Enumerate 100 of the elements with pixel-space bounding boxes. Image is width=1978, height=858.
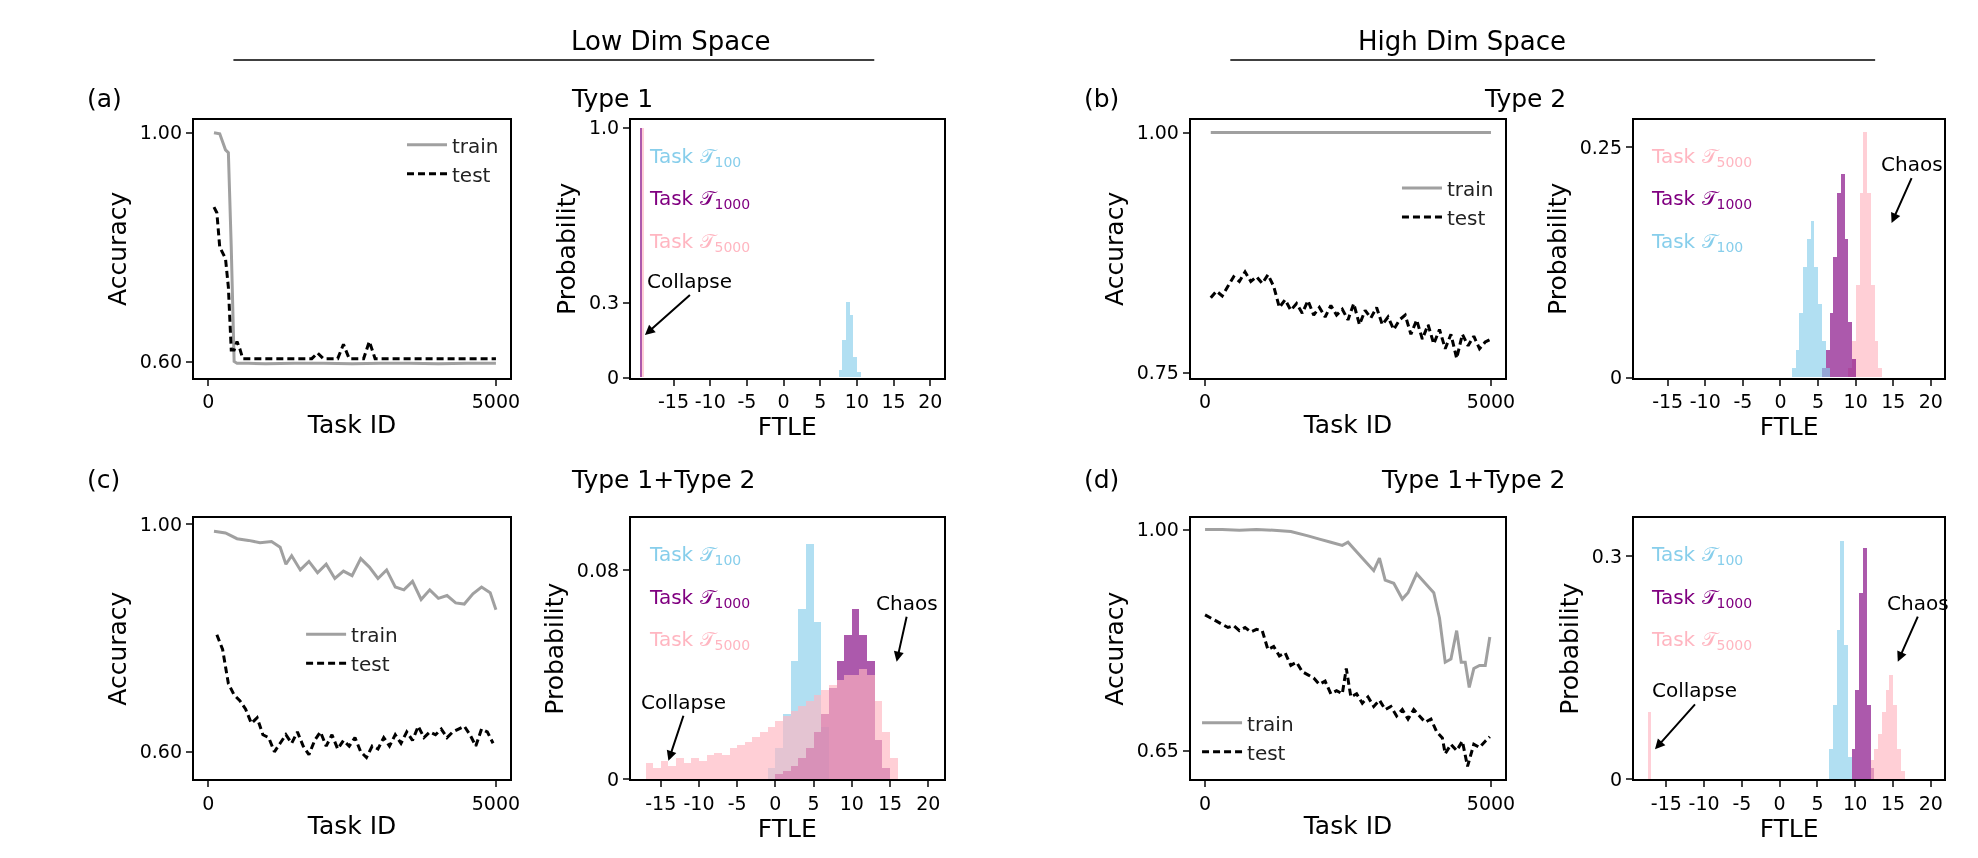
x-tick-label: 0 bbox=[1773, 791, 1786, 814]
x-tick-label: 10 bbox=[844, 390, 870, 413]
text: Task 𝒯$_{1000}$ bbox=[1651, 585, 1753, 612]
y-axis-title: Accuracy bbox=[102, 591, 132, 706]
annotation: Chaos bbox=[876, 591, 938, 615]
text: (d) bbox=[1084, 465, 1120, 494]
x-tick-label: 0 bbox=[1199, 390, 1212, 413]
y-axis-title: Accuracy bbox=[1099, 591, 1129, 706]
x-tick-label: -10 bbox=[694, 390, 726, 413]
text: Task 𝒯$_{100}$ bbox=[649, 144, 742, 171]
x-tick-label: -10 bbox=[683, 791, 715, 814]
text: Task 𝒯$_{1000}$ bbox=[649, 585, 751, 612]
legend-label: train bbox=[1446, 176, 1494, 201]
x-tick-label: 20 bbox=[918, 390, 943, 413]
x-tick-label: 0 bbox=[769, 791, 782, 814]
x-axis-title: FTLE bbox=[1759, 813, 1819, 843]
annotation: Collapse bbox=[641, 690, 726, 714]
x-tick-label: 5 bbox=[1812, 390, 1825, 413]
line-series bbox=[1203, 528, 1492, 689]
y-tick-label: 0.75 bbox=[1136, 361, 1179, 384]
line-series bbox=[212, 529, 498, 612]
y-tick-label: 0.60 bbox=[139, 740, 183, 763]
line-series bbox=[1203, 613, 1492, 768]
y-axis-title: Accuracy bbox=[1099, 191, 1129, 306]
y-tick-label: 0 bbox=[607, 767, 620, 790]
x-tick-label: 0 bbox=[777, 390, 790, 413]
text: Task 𝒯$_{1000}$ bbox=[1651, 186, 1753, 213]
legend-label: test bbox=[351, 651, 390, 676]
x-tick-label: 5 bbox=[1811, 791, 1824, 814]
text: Task 𝒯$_{100}$ bbox=[649, 542, 742, 569]
x-axis-title: Task ID bbox=[1302, 811, 1393, 841]
y-axis-title: Probability bbox=[1542, 182, 1572, 315]
x-tick-label: 5000 bbox=[1466, 390, 1516, 413]
y-tick-label: 0 bbox=[1609, 366, 1623, 389]
y-axis-title: Probability bbox=[540, 582, 570, 715]
x-tick-label: -15 bbox=[1650, 791, 1682, 814]
x-axis-title: Task ID bbox=[306, 811, 397, 841]
x-tick-label: 20 bbox=[916, 791, 941, 814]
x-tick-label: 0 bbox=[1199, 791, 1212, 814]
x-tick-label: 15 bbox=[881, 390, 906, 413]
legend-label: test bbox=[1446, 205, 1486, 230]
text: (a) bbox=[87, 84, 122, 113]
line-series bbox=[212, 131, 498, 366]
y-tick-label: 1.00 bbox=[139, 121, 183, 144]
x-tick-label: -15 bbox=[645, 791, 677, 814]
x-tick-label: 15 bbox=[1880, 791, 1906, 814]
x-tick-label: -15 bbox=[1652, 390, 1684, 413]
y-tick-label: 0.60 bbox=[139, 350, 183, 373]
text: Type 1+Type 2 bbox=[571, 465, 756, 494]
annotation: Collapse bbox=[1652, 678, 1737, 702]
x-tick-label: 20 bbox=[1918, 390, 1943, 413]
y-tick-label: 0.25 bbox=[1579, 135, 1623, 158]
y-axis-title: Accuracy bbox=[102, 191, 132, 306]
text: (c) bbox=[87, 465, 121, 494]
x-axis-title: FTLE bbox=[757, 813, 817, 843]
x-tick-label: 5000 bbox=[1466, 791, 1516, 814]
x-tick-label: -5 bbox=[1733, 390, 1753, 413]
x-tick-label: 0 bbox=[1774, 390, 1787, 413]
legend-label: train bbox=[351, 622, 398, 647]
x-tick-label: 10 bbox=[1843, 390, 1868, 413]
line-series bbox=[212, 205, 498, 361]
x-tick-label: 20 bbox=[1918, 791, 1943, 814]
y-tick-label: 0.3 bbox=[588, 291, 620, 314]
y-tick-label: 0 bbox=[607, 366, 620, 389]
x-axis-title: Task ID bbox=[306, 409, 397, 439]
y-tick-label: 1.00 bbox=[1136, 121, 1179, 144]
x-tick-label: -10 bbox=[1688, 791, 1720, 814]
x-tick-label: 5000 bbox=[471, 791, 521, 814]
x-tick-label: 15 bbox=[1881, 390, 1906, 413]
y-axis-title: Probability bbox=[552, 182, 582, 315]
annotation: Chaos bbox=[1881, 152, 1943, 176]
x-axis-title: Task ID bbox=[1302, 409, 1393, 439]
x-tick-label: -10 bbox=[1689, 390, 1721, 413]
y-tick-label: 0 bbox=[1609, 767, 1623, 790]
text: Type 1+Type 2 bbox=[1381, 465, 1566, 494]
legend-label: train bbox=[1247, 711, 1294, 736]
x-tick-label: 10 bbox=[1843, 791, 1868, 814]
x-tick-label: -15 bbox=[658, 390, 690, 413]
x-tick-label: 0 bbox=[202, 390, 215, 413]
legend-label: test bbox=[1247, 740, 1286, 765]
series-label: Task 𝒯$_{1000}$ bbox=[649, 186, 751, 213]
text: Low Dim Space bbox=[571, 26, 771, 56]
line-series bbox=[1209, 270, 1493, 360]
x-tick-label: -5 bbox=[1732, 791, 1752, 814]
x-axis-title: FTLE bbox=[1759, 412, 1819, 442]
text: (b) bbox=[1084, 84, 1120, 113]
annotation: Collapse bbox=[647, 269, 732, 293]
series-label: Task 𝒯$_{5000}$ bbox=[649, 229, 751, 256]
text: Type 1 bbox=[571, 84, 654, 113]
text: Task 𝒯$_{100}$ bbox=[1651, 229, 1744, 256]
text: Type 2 bbox=[1484, 84, 1567, 113]
text: Task 𝒯$_{5000}$ bbox=[649, 627, 751, 654]
text: Task 𝒯$_{100}$ bbox=[1651, 542, 1744, 569]
y-tick-label: 1.0 bbox=[588, 116, 620, 139]
legend-label: test bbox=[451, 162, 491, 187]
y-tick-label: 0.65 bbox=[1136, 739, 1179, 762]
x-tick-label: 15 bbox=[877, 791, 903, 814]
x-tick-label: -5 bbox=[727, 791, 747, 814]
x-tick-label: 0 bbox=[202, 791, 215, 814]
y-tick-label: 0.08 bbox=[576, 559, 620, 582]
